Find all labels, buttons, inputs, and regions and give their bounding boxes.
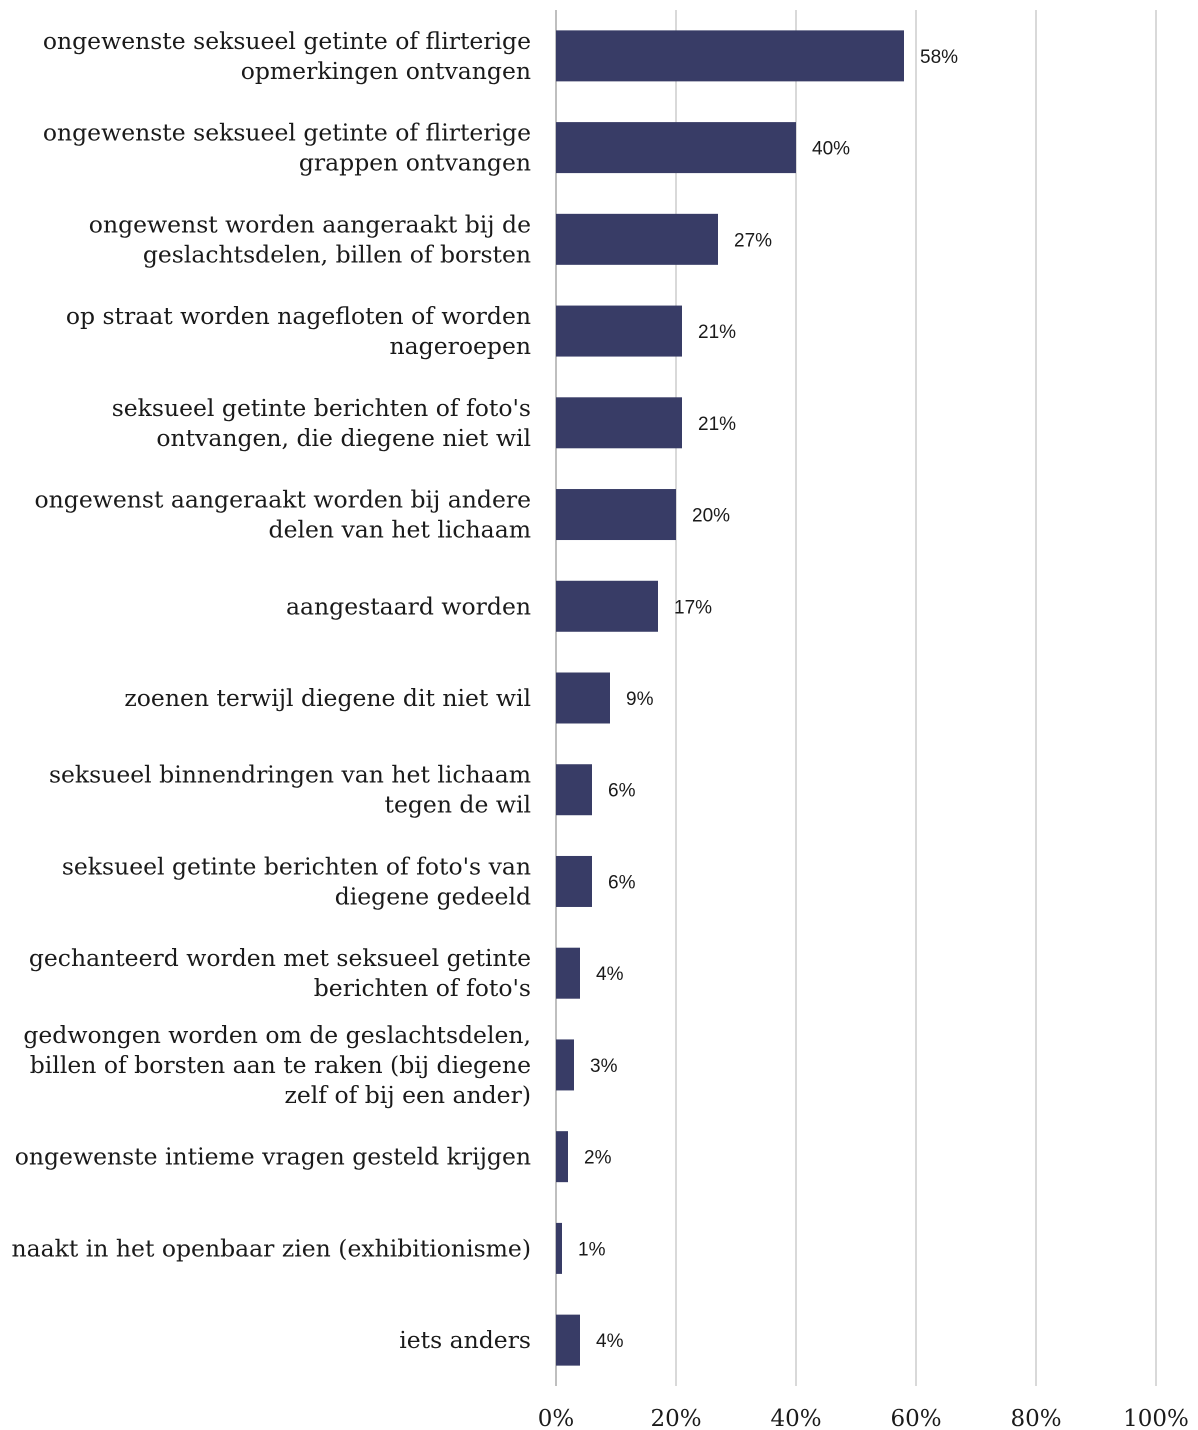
category-label: ongewenst worden aangeraakt bij de geslac… bbox=[89, 210, 531, 268]
bar bbox=[556, 947, 580, 999]
bar bbox=[556, 1131, 568, 1183]
bar bbox=[556, 489, 676, 541]
bars bbox=[556, 30, 904, 1366]
x-tick-label: 20% bbox=[650, 1406, 701, 1430]
category-label: ongewenste seksueel getinte of flirterig… bbox=[43, 119, 531, 177]
bar bbox=[556, 1039, 574, 1091]
x-tick-label: 40% bbox=[770, 1406, 821, 1430]
data-label: 21% bbox=[698, 414, 736, 435]
category-label: gechanteerd worden met seksueel getinte b… bbox=[29, 944, 531, 1002]
category-label: ongewenst aangeraakt worden bij andere de… bbox=[35, 486, 531, 544]
category-label: seksueel getinte berichten of foto's van… bbox=[62, 852, 531, 910]
bar bbox=[556, 672, 610, 724]
data-label: 4% bbox=[596, 1331, 624, 1352]
category-label: seksueel binnendringen van het lichaam te… bbox=[49, 761, 531, 819]
bar bbox=[556, 213, 718, 265]
data-label: 20% bbox=[692, 506, 730, 527]
data-label: 9% bbox=[626, 689, 654, 710]
data-label: 40% bbox=[812, 139, 850, 160]
x-tick-label: 100% bbox=[1123, 1406, 1189, 1430]
bar bbox=[556, 122, 796, 174]
x-tick-label: 60% bbox=[890, 1406, 941, 1430]
data-label: 27% bbox=[734, 230, 772, 251]
data-label: 3% bbox=[590, 1056, 618, 1077]
bar bbox=[556, 397, 682, 449]
category-labels: ongewenste seksueel getinte of flirterig… bbox=[11, 27, 531, 1354]
data-label: 1% bbox=[578, 1239, 606, 1260]
category-label: ongewenste intieme vragen gesteld krijge… bbox=[15, 1143, 531, 1171]
bar bbox=[556, 764, 592, 816]
bar bbox=[556, 1314, 580, 1366]
category-label: iets anders bbox=[399, 1326, 531, 1354]
category-label: seksueel getinte berichten of foto's ontv… bbox=[112, 394, 531, 452]
x-axis-ticks: 0% 20% 40% 60% 80% 100% bbox=[538, 1406, 1189, 1430]
value-labels: 58% 40% 27% 21% 21% 20% 17% 9% 6% 6% 4% 3% 2% 1% 4% bbox=[578, 47, 958, 1352]
category-label: ongewenste seksueel getinte of flirterig… bbox=[43, 27, 531, 85]
data-label: 6% bbox=[608, 781, 636, 802]
data-label: 2% bbox=[584, 1148, 612, 1169]
bar bbox=[556, 305, 682, 357]
x-tick-label: 80% bbox=[1010, 1406, 1061, 1430]
data-label: 4% bbox=[596, 964, 624, 985]
bar bbox=[556, 1222, 562, 1274]
bar bbox=[556, 855, 592, 907]
data-label: 6% bbox=[608, 872, 636, 893]
data-label: 21% bbox=[698, 322, 736, 343]
bar bbox=[556, 580, 658, 632]
x-tick-label: 0% bbox=[538, 1406, 575, 1430]
category-label: op straat worden nagefloten of worden nag… bbox=[66, 302, 531, 360]
category-label: naakt in het openbaar zien (exhibitionis… bbox=[11, 1234, 531, 1262]
category-label: gedwongen worden om de geslachtsdelen, bi… bbox=[23, 1021, 531, 1109]
bar bbox=[556, 30, 904, 82]
category-label: zoenen terwijl diegene dit niet wil bbox=[124, 684, 531, 712]
category-label: aangestaard worden bbox=[286, 592, 531, 620]
data-label: 17% bbox=[674, 597, 712, 618]
data-label: 58% bbox=[920, 47, 958, 68]
